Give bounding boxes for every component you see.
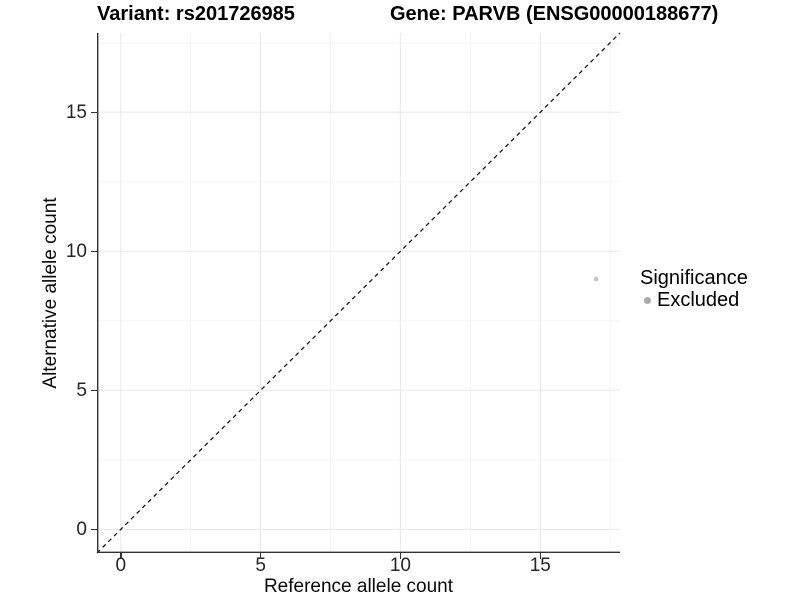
x-tick-mark [539,553,542,559]
identity-dashed-line [96,32,621,554]
legend-item-excluded: Excluded [644,290,748,311]
legend-point-icon [644,297,651,304]
x-tick-label: 0 [115,555,127,576]
y-tick-label: 10 [65,240,87,262]
data-point-excluded [593,276,599,282]
y-tick-mark [91,250,97,253]
chart-canvas [96,32,621,554]
y-axis-title: Alternative allele count [40,197,61,389]
y-tick-mark [91,528,97,531]
y-tick-mark [91,389,97,392]
legend: Significance Excluded [640,267,748,311]
y-tick-label: 15 [65,101,87,123]
x-tick-label: 5 [255,555,266,576]
x-tick-mark [399,553,402,559]
legend-item-label: Excluded [657,289,740,311]
x-axis-title: Reference allele count [263,576,454,597]
legend-title: Significance [640,267,748,289]
x-tick-mark [120,553,122,559]
gene-title: Gene: PARVB (ENSG00000188677) [390,3,719,25]
y-tick-mark [91,111,97,113]
plot-panel [96,32,621,554]
variant-title: Variant: rs201726985 [97,3,295,25]
y-tick-label: 5 [76,379,87,401]
x-tick-label: 15 [529,555,551,576]
y-tick-label: 0 [76,518,87,540]
x-tick-label: 10 [389,555,411,576]
x-tick-mark [259,553,262,559]
